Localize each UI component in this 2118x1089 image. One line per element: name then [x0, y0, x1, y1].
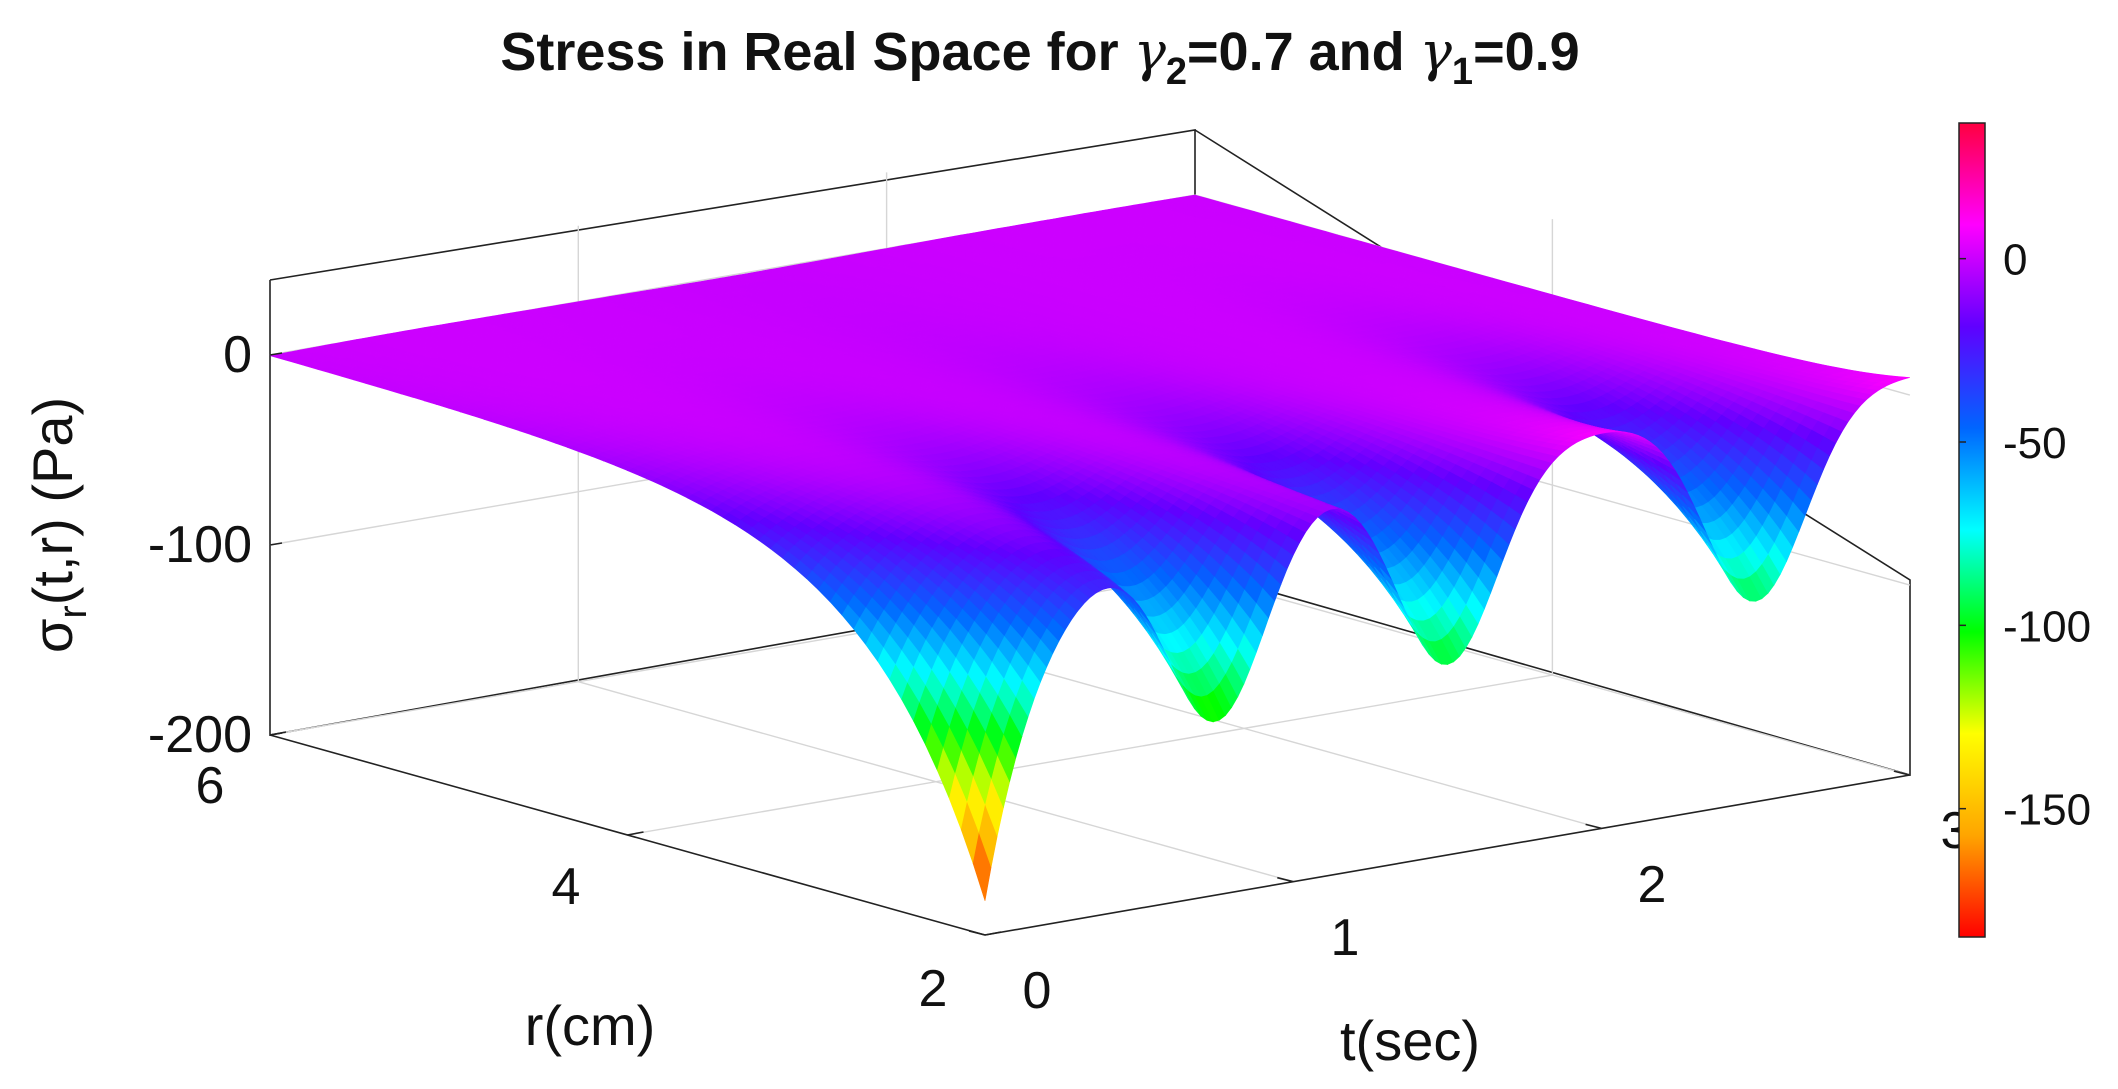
grid-line: [627, 674, 1553, 836]
chart-title: Stress in Real Space for γ2=0.7 and γ1=0…: [500, 20, 1579, 93]
stress-surface: [269, 194, 1910, 901]
